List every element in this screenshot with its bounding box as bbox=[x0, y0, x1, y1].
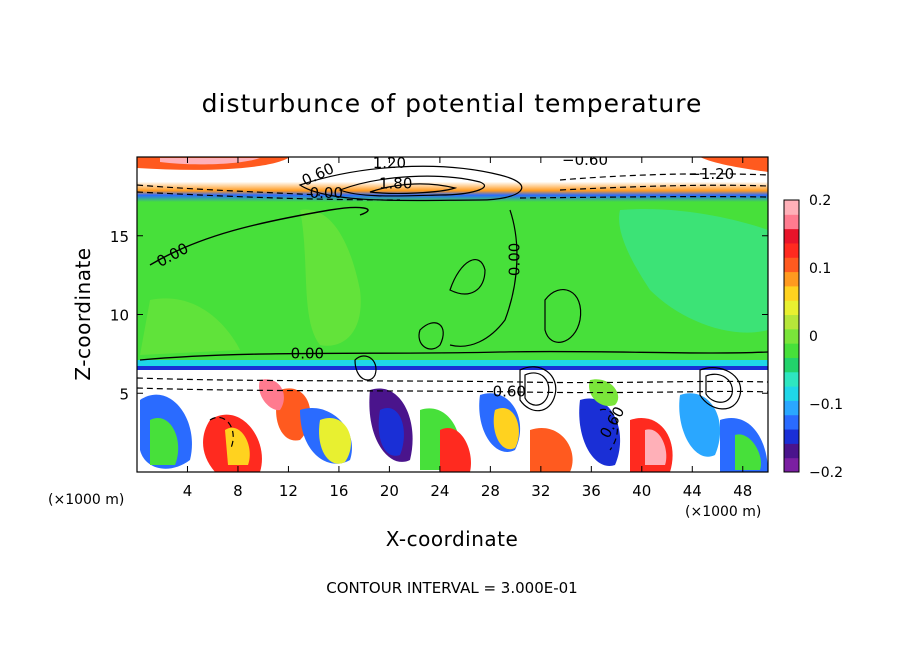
colorbar-frame bbox=[783, 199, 800, 473]
plot-area: 0.00 0.000.000.000.60 1.201.80−0.60−1.200.… bbox=[137, 151, 768, 472]
x-tick-label: 20 bbox=[380, 482, 399, 500]
x-tick-label: 8 bbox=[233, 482, 243, 500]
x-unit-right: (×1000 m) bbox=[685, 504, 761, 520]
x-tick-label: 28 bbox=[481, 482, 500, 500]
colorbar-swatch bbox=[784, 285, 799, 301]
colorbar-swatch bbox=[784, 371, 799, 387]
x-axis-label: X-coordinate bbox=[386, 527, 519, 551]
contour-interval-note: CONTOUR INTERVAL = 3.000E-01 bbox=[326, 579, 577, 597]
x-axis-ticks: 4 8 12 16 20 24 28 32 36 40 44 48 bbox=[183, 157, 752, 500]
colorbar-swatch bbox=[784, 414, 799, 430]
contour-label: −1.20 bbox=[688, 165, 734, 183]
colorbar-swatch bbox=[784, 228, 799, 244]
colorbar-swatch bbox=[784, 214, 799, 230]
colorbar-tick-label: 0.1 bbox=[809, 261, 831, 277]
field-patch bbox=[140, 298, 240, 355]
contour-label: 1.20 bbox=[373, 154, 406, 172]
colorbar-swatch bbox=[784, 400, 799, 416]
x-tick-label: 36 bbox=[582, 482, 601, 500]
colorbar-tick-label: 0.2 bbox=[809, 193, 831, 209]
x-tick-label: 32 bbox=[531, 482, 550, 500]
y-axis-ticks: 5 10 15 bbox=[110, 228, 768, 403]
x-unit-left: (×1000 m) bbox=[48, 492, 124, 508]
x-tick-label: 12 bbox=[279, 482, 298, 500]
contour-label: 0.00 bbox=[310, 184, 343, 202]
x-tick-label: 40 bbox=[632, 482, 651, 500]
colorbar-swatch bbox=[784, 443, 799, 459]
colorbar-swatch bbox=[784, 343, 799, 358]
field-band bbox=[137, 360, 768, 368]
contour-label: 0.00 bbox=[291, 345, 324, 363]
colorbar-swatch bbox=[784, 271, 799, 287]
colorbar-swatch bbox=[784, 357, 799, 373]
colorbar-swatch bbox=[784, 314, 799, 330]
contour-label: 0.60 bbox=[493, 382, 526, 400]
colorbar-swatch bbox=[784, 457, 799, 473]
field-patch bbox=[619, 209, 768, 333]
y-axis-label: Z-coordinate bbox=[71, 247, 95, 380]
y-tick-label: 5 bbox=[119, 385, 129, 403]
colorbar-swatch bbox=[784, 328, 799, 344]
x-tick-label: 44 bbox=[683, 482, 702, 500]
colorbar-swatch bbox=[784, 300, 799, 316]
x-tick-label: 24 bbox=[430, 482, 449, 500]
colorbar-tick-label: −0.1 bbox=[809, 397, 843, 413]
contour-label: −0.60 bbox=[562, 151, 608, 169]
x-tick-label: 16 bbox=[329, 482, 348, 500]
colorbar-swatch bbox=[784, 429, 799, 444]
colorbar bbox=[783, 199, 800, 473]
colorbar-swatch bbox=[784, 200, 799, 215]
colorbar-swatch bbox=[784, 242, 799, 258]
colorbar-swatch bbox=[784, 257, 799, 273]
field-top-patch bbox=[160, 158, 260, 165]
contour-lines bbox=[137, 165, 768, 451]
colorbar-tick-label: −0.2 bbox=[809, 465, 843, 481]
y-tick-label: 15 bbox=[110, 228, 129, 246]
colorbar-tick-label: 0 bbox=[809, 329, 818, 345]
field-patch bbox=[300, 209, 361, 346]
contour-label: 1.80 bbox=[379, 175, 412, 193]
field-band bbox=[137, 366, 768, 370]
chart-title: disturbunce of potential temperature bbox=[202, 89, 703, 118]
colorbar-swatch bbox=[784, 386, 799, 401]
field-top-patch bbox=[700, 157, 768, 172]
x-tick-label: 4 bbox=[183, 482, 193, 500]
colorbar-ticks: 0.2 0.1 0 −0.1 −0.2 bbox=[809, 193, 843, 481]
x-tick-label: 48 bbox=[733, 482, 752, 500]
contour-label: 0.00 bbox=[505, 243, 523, 276]
y-tick-label: 10 bbox=[110, 307, 129, 325]
field-bottom-blobs bbox=[140, 379, 768, 472]
